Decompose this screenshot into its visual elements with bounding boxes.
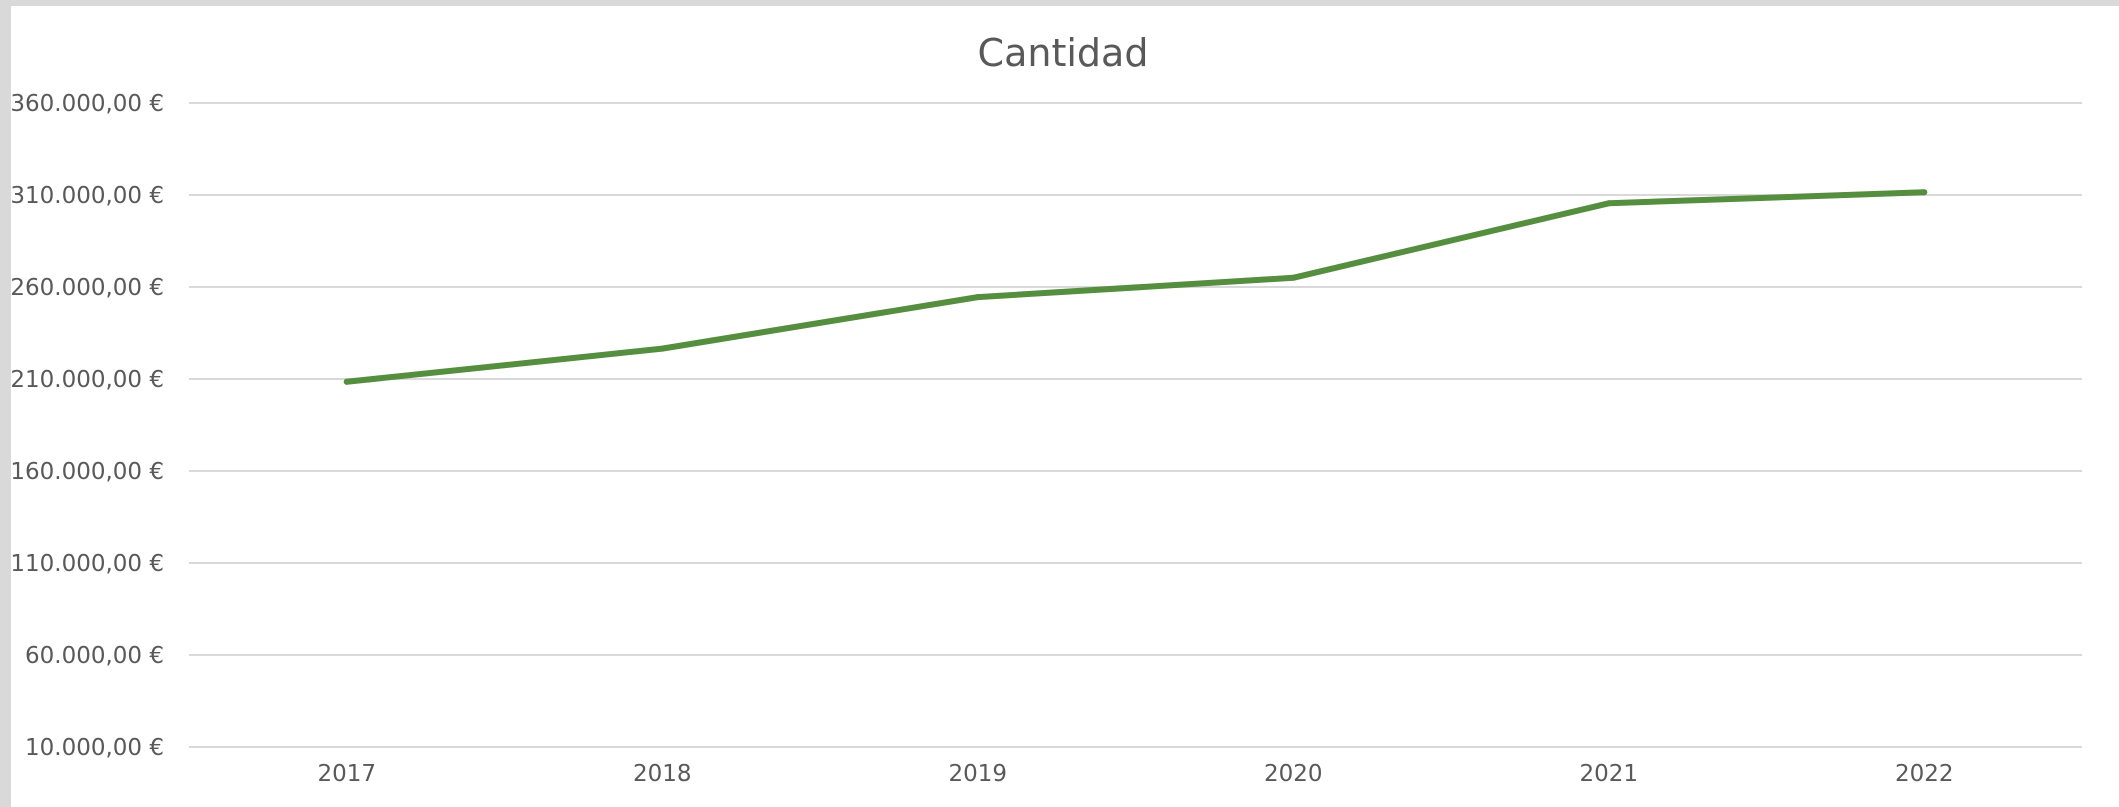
x-tick-label: 2021 bbox=[1579, 761, 1638, 787]
chart-title: Cantidad bbox=[978, 31, 1149, 75]
series-group bbox=[343, 189, 1928, 385]
line-chart: Cantidad 10.000,00 € 60.000,00 € 110.000,0… bbox=[11, 31, 2082, 787]
y-tick-label: 310.000,00 € bbox=[11, 183, 164, 209]
data-point bbox=[1605, 200, 1612, 207]
y-axis-ticks: 10.000,00 € 60.000,00 € 110.000,00 € 160.00… bbox=[11, 91, 164, 761]
x-axis-ticks: 2017 2018 2019 2020 2021 2022 bbox=[317, 761, 1953, 787]
data-point bbox=[343, 378, 350, 385]
chart-area: Cantidad 10.000,00 € 60.000,00 € 110.000,0… bbox=[11, 6, 2119, 807]
y-tick-label: 210.000,00 € bbox=[11, 367, 164, 393]
y-tick-label: 10.000,00 € bbox=[25, 735, 164, 761]
data-point bbox=[1921, 189, 1928, 196]
x-tick-label: 2020 bbox=[1264, 761, 1323, 787]
data-point bbox=[974, 294, 981, 301]
y-tick-label: 110.000,00 € bbox=[11, 551, 164, 577]
x-tick-label: 2019 bbox=[948, 761, 1007, 787]
series-line bbox=[343, 189, 1928, 385]
x-tick-label: 2018 bbox=[633, 761, 692, 787]
y-tick-label: 360.000,00 € bbox=[11, 91, 164, 117]
y-tick-label: 60.000,00 € bbox=[25, 643, 164, 669]
data-point bbox=[659, 345, 666, 352]
x-tick-label: 2022 bbox=[1895, 761, 1954, 787]
y-tick-label: 260.000,00 € bbox=[11, 275, 164, 301]
data-point bbox=[1290, 274, 1297, 281]
y-tick-label: 160.000,00 € bbox=[11, 459, 164, 485]
x-tick-label: 2017 bbox=[317, 761, 376, 787]
